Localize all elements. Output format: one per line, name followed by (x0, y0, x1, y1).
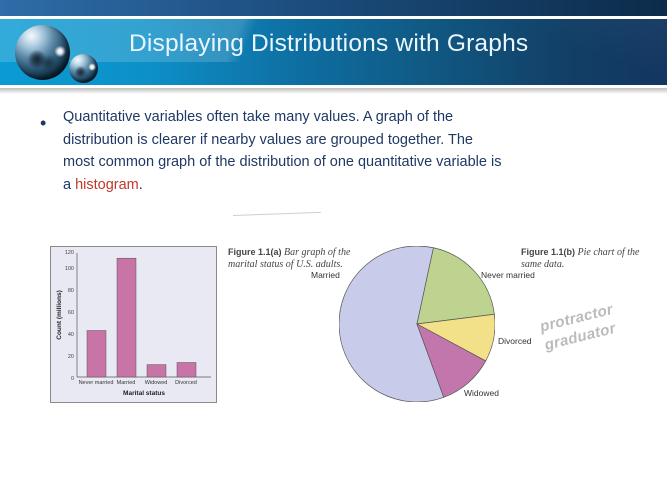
svg-text:40: 40 (68, 332, 74, 338)
svg-text:Never married: Never married (79, 380, 114, 386)
svg-text:20: 20 (68, 354, 74, 360)
svg-text:60: 60 (68, 310, 74, 316)
svg-text:80: 80 (68, 288, 74, 294)
svg-text:Married: Married (117, 380, 136, 386)
svg-text:Divorced: Divorced (175, 380, 197, 386)
svg-text:Widowed: Widowed (145, 380, 168, 386)
svg-text:0: 0 (71, 376, 74, 382)
svg-text:100: 100 (65, 266, 74, 272)
svg-text:Marital status: Marital status (123, 390, 165, 397)
svg-text:120: 120 (65, 250, 74, 256)
svg-text:Count (millions): Count (millions) (56, 290, 63, 339)
